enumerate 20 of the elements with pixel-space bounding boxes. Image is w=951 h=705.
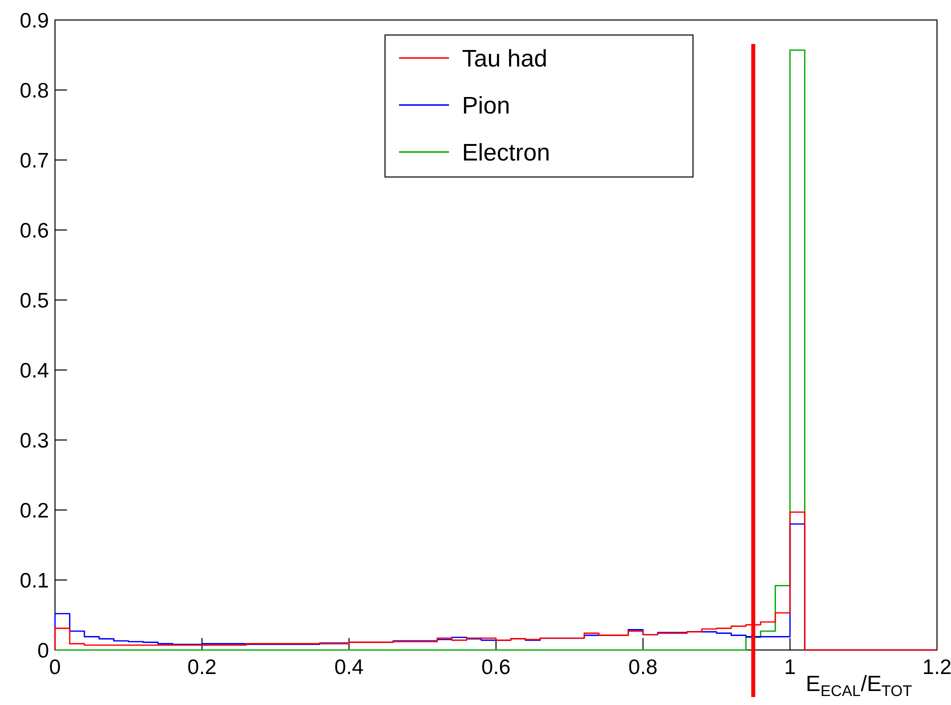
x-tick-label: 0.4 [334,656,364,679]
x-axis-title: E$_{ECAL}$/E$_{TOT}$ [806,671,913,700]
y-tick-label: 0.4 [20,359,50,382]
legend-label: Electron [462,139,550,166]
y-tick-label: 0.1 [20,569,49,592]
x-tick-label: 1 [784,656,796,679]
legend-label: Tau had [462,45,548,72]
x-tick-label: 0.2 [187,656,217,679]
y-tick-label: 0.9 [20,9,49,32]
x-tick-label: 0.8 [628,656,658,679]
x-tick-label: 1.2 [922,656,951,679]
y-tick-label: 0.3 [20,429,49,452]
y-tick-label: 0.6 [20,219,49,242]
x-tick-label: 0.6 [481,656,511,679]
y-tick-label: 0.8 [20,79,49,102]
y-tick-label: 0.2 [20,499,49,522]
legend-label: Pion [462,92,510,120]
y-tick-label: 0 [37,639,49,662]
y-tick-label: 0.5 [20,289,49,312]
y-tick-label: 0.7 [20,149,49,172]
